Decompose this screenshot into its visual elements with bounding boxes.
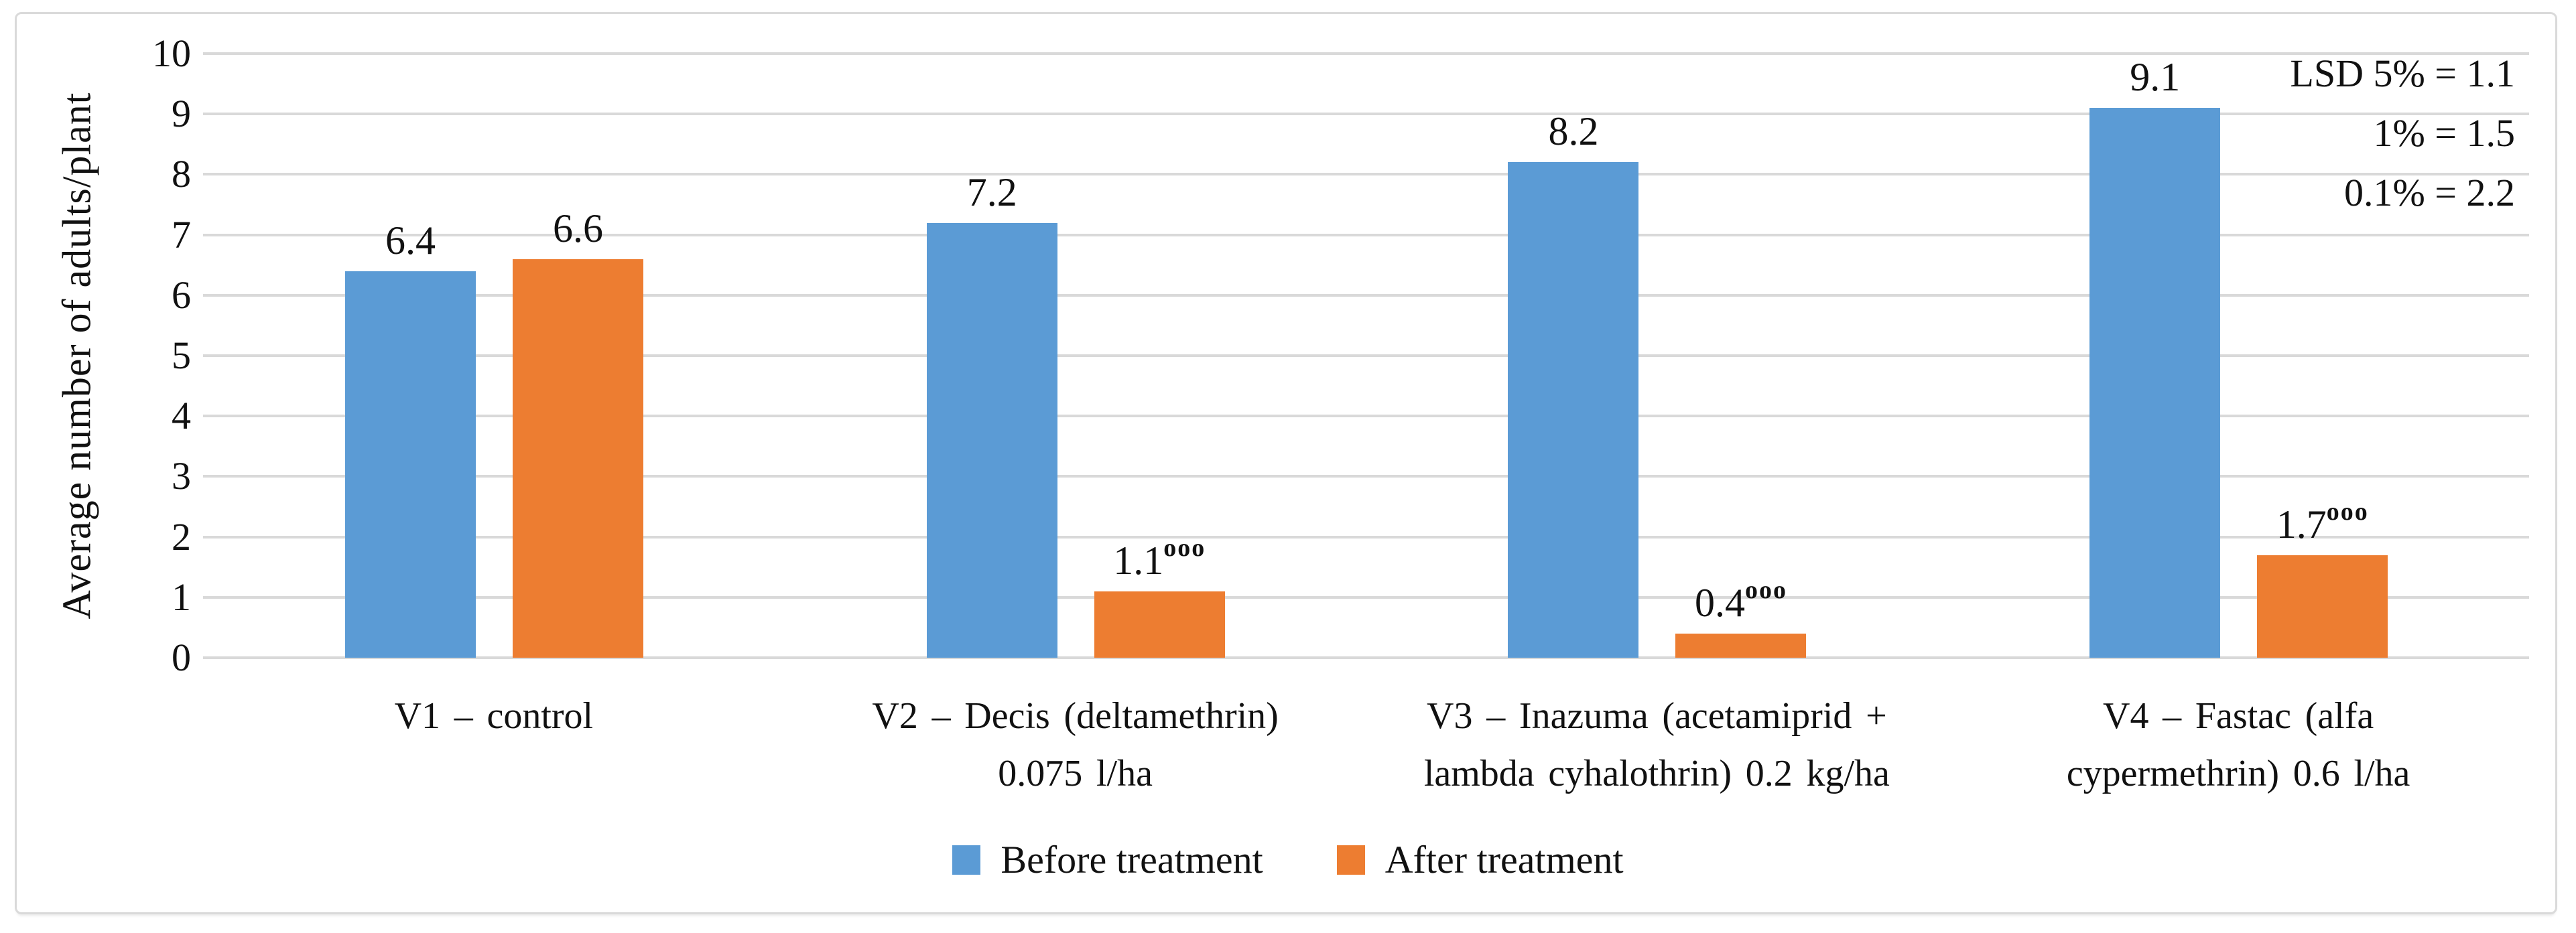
y-tick-label: 3 <box>172 454 191 498</box>
bar-group: 9.1 1.7ooo <box>1947 54 2529 658</box>
category-label: V2 – Decis (deltamethrin) 0.075 l/ha <box>872 695 1279 794</box>
y-tick-label: 1 <box>172 575 191 619</box>
y-tick-label: 6 <box>172 273 191 317</box>
legend-label: After treatment <box>1384 838 1624 881</box>
legend: Before treatment After treatment <box>0 841 2576 879</box>
legend-swatch-icon <box>1336 845 1365 875</box>
bar-value-label: 6.6 <box>553 206 604 250</box>
significance-marker: ooo <box>2326 497 2369 526</box>
gridline <box>203 535 2529 539</box>
gridline <box>203 52 2529 55</box>
bar-value-label: 7.2 <box>966 169 1017 214</box>
bar-value-label: 8.2 <box>1548 109 1599 154</box>
y-tick-label: 10 <box>152 31 191 75</box>
bar-value-label: 0.4ooo <box>1695 575 1788 625</box>
bar-groups: 6.4 6.6 7.2 1.1ooo 8.2 0.4ooo 9.1 1.7ooo <box>203 54 2529 658</box>
bar-before <box>926 222 1057 658</box>
bar-value-label: 9.1 <box>2130 55 2181 100</box>
bar-before <box>344 271 476 658</box>
bar-after <box>512 259 643 658</box>
lsd-line-3: 0.1% = 2.2 <box>2343 171 2515 214</box>
gridline <box>203 656 2529 659</box>
bar-before <box>2089 108 2221 658</box>
gridline <box>203 293 2529 297</box>
y-tick-label: 8 <box>172 152 191 196</box>
bar-before <box>1508 162 1639 658</box>
y-tick-label: 5 <box>172 334 191 377</box>
gridline <box>203 173 2529 176</box>
category-labels: V1 – control V2 – Decis (deltamethrin) 0.… <box>203 687 2529 802</box>
y-tick-label: 9 <box>172 92 191 136</box>
gridline <box>203 595 2529 599</box>
legend-item-after: After treatment <box>1336 838 1624 881</box>
category-label: V4 – Fastac (alfa cypermethrin) 0.6 l/ha <box>2066 695 2410 794</box>
gridline <box>203 354 2529 357</box>
gridline <box>203 233 2529 236</box>
plot-area: 6.4 6.6 7.2 1.1ooo 8.2 0.4ooo 9.1 1.7ooo LSD 5%… <box>203 52 2529 659</box>
gridline <box>203 113 2529 116</box>
lsd-line-2: 1% = 1.5 <box>2373 111 2515 155</box>
y-tick-label: 0 <box>172 636 191 679</box>
lsd-line-1: LSD 5% = 1.1 <box>2290 52 2515 95</box>
y-tick-label: 4 <box>172 394 191 438</box>
bar-group: 8.2 0.4ooo <box>1366 54 1948 658</box>
significance-marker: ooo <box>1745 575 1788 604</box>
bar-after <box>1094 591 1225 658</box>
y-axis-ticks: 0 1 2 3 4 5 6 7 8 9 10 <box>0 34 191 677</box>
bar-value-label: 1.7ooo <box>2276 497 2369 547</box>
bar-value-label: 6.4 <box>385 218 436 263</box>
lsd-annotation: LSD 5% = 1.1 1% = 1.5 0.1% = 2.2 <box>2290 44 2515 222</box>
bar-after <box>1675 633 1807 658</box>
gridline <box>203 475 2529 478</box>
category-label: V1 – control <box>394 695 594 737</box>
bar-group: 6.4 6.6 <box>203 54 785 658</box>
y-tick-label: 7 <box>172 212 191 257</box>
legend-swatch-icon <box>952 845 981 875</box>
significance-marker: ooo <box>1163 533 1206 562</box>
legend-label: Before treatment <box>1001 838 1263 881</box>
category-label: V3 – Inazuma (acetamiprid + lambda cyhal… <box>1423 695 1890 794</box>
bar-group: 7.2 1.1ooo <box>785 54 1366 658</box>
gridline <box>203 415 2529 418</box>
bar-after <box>2257 555 2388 658</box>
legend-item-before: Before treatment <box>952 841 1263 879</box>
y-tick-label: 2 <box>172 514 191 559</box>
bar-value-label: 1.1ooo <box>1113 533 1206 583</box>
